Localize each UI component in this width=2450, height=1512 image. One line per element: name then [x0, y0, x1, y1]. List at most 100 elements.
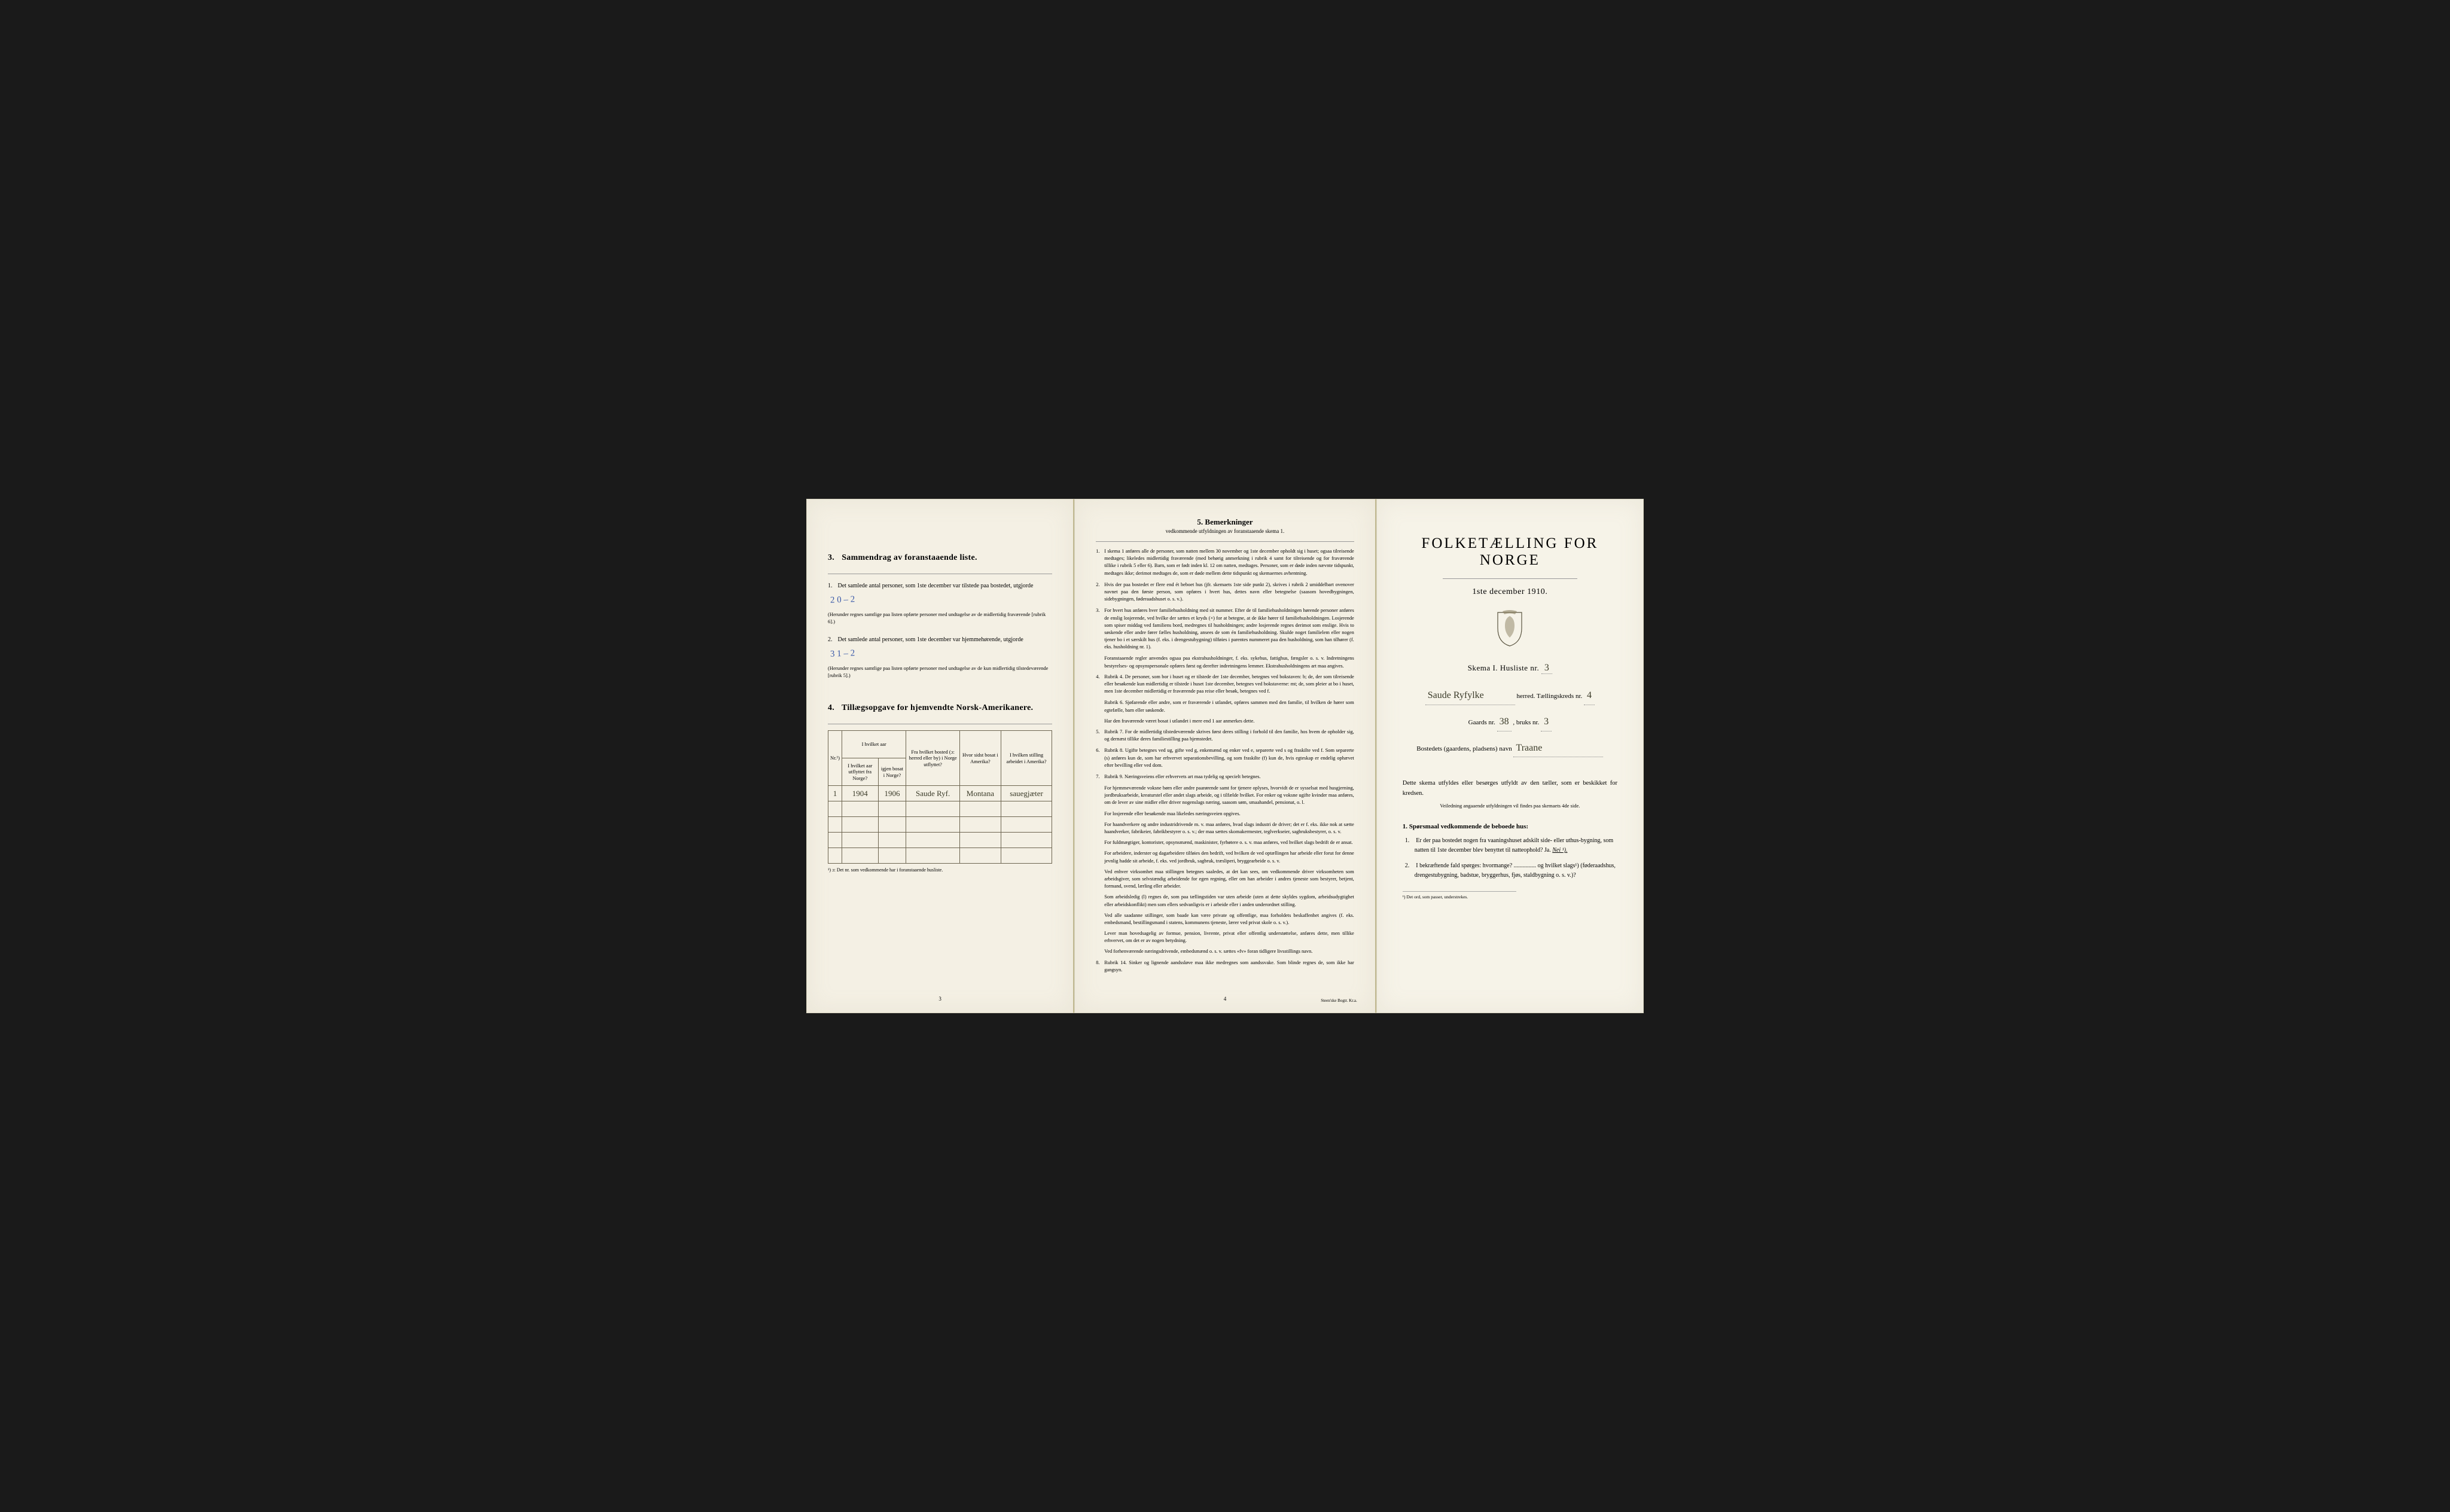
cell-usa: Montana — [959, 786, 1001, 801]
sec3-item2-value: 3 1 – 2 — [830, 645, 855, 663]
rule-7: Rubrik 9. Næringsveiens eller erhvervets… — [1104, 773, 1354, 781]
sec4-heading: 4. Tillægsopgave for hjemvendte Norsk-Am… — [828, 703, 1052, 713]
bruks-label: , bruks nr. — [1513, 719, 1539, 726]
section-4: 4. Tillægsopgave for hjemvendte Norsk-Am… — [828, 703, 1052, 873]
bosted-label: Bostedets (gaardens, pladsens) navn — [1416, 745, 1512, 752]
herred-label: herred. Tællingskreds nr. — [1516, 693, 1582, 700]
sec4-title: Tillægsopgave for hjemvendte Norsk-Ameri… — [842, 703, 1033, 712]
sec3-item1-text: Det samlede antal personer, som 1ste dec… — [838, 583, 1034, 589]
section-3: 3. Sammendrag av foranstaaende liste. 1.… — [828, 553, 1052, 679]
table-row — [828, 833, 1052, 848]
th-job: I hvilken stilling arbeidet i Amerika? — [1001, 731, 1052, 786]
instruction-sub: Veiledning angaaende utfyldningen vil fi… — [1398, 803, 1622, 809]
sec5-number: 5. — [1197, 517, 1203, 526]
right-footnote: ¹) Det ord, som passer, understrekes. — [1403, 891, 1516, 900]
table-row — [828, 848, 1052, 864]
gaards-nr: 38 — [1497, 714, 1512, 731]
rule-2: Hvis der paa bostedet er flere end ét be… — [1104, 581, 1354, 603]
cell-out: 1904 — [842, 786, 879, 801]
th-usa: Hvor sidst bosat i Amerika? — [959, 731, 1001, 786]
sec3-item2-fine: (Herunder regnes samtlige paa listen opf… — [828, 664, 1052, 680]
cell-back: 1906 — [878, 786, 906, 801]
th-out: I hvilket aar utflyttet fra Norge? — [842, 758, 879, 786]
rule-7f: Ved enhver virksomhet maa stillingen bet… — [1104, 868, 1354, 891]
sec5-subtitle: vedkommende utfyldningen av foranstaaend… — [1096, 528, 1354, 534]
bosted-value: Traane — [1513, 740, 1603, 758]
bosted-line: Bostedets (gaardens, pladsens) navn Traa… — [1398, 740, 1622, 758]
kreds-nr: 4 — [1584, 687, 1595, 705]
title-rule — [1443, 578, 1577, 579]
rule-3b: Foranstaaende regler anvendes ogsaa paa … — [1104, 655, 1354, 669]
sec3-number: 3. — [828, 553, 834, 562]
table-row — [828, 801, 1052, 817]
census-date: 1ste december 1910. — [1398, 587, 1622, 597]
sec4-number: 4. — [828, 703, 834, 712]
sec5-rule — [1096, 541, 1354, 542]
gaards-label: Gaards nr. — [1468, 719, 1495, 726]
herred-value: Saude Ryfylke — [1425, 687, 1515, 705]
rule-8: Rubrik 14. Sinker og lignende aandssløve… — [1104, 959, 1354, 974]
sec3-title: Sammendrag av foranstaaende liste. — [842, 553, 977, 562]
rule-7e: For arbeidere, inderster og dagarbeidere… — [1104, 850, 1354, 864]
page-number-mid: 4 — [1224, 996, 1227, 1002]
herred-line: Saude Ryfylke herred. Tællingskreds nr. … — [1398, 687, 1622, 705]
panel-middle: 5. Bemerkninger vedkommende utfyldningen… — [1074, 499, 1376, 1013]
sec5-title: Bemerkninger — [1205, 517, 1253, 526]
rule-7d: For fuldmægtiger, kontorister, opsynsmæn… — [1104, 839, 1354, 846]
census-document: 3. Sammendrag av foranstaaende liste. 1.… — [806, 499, 1644, 1013]
cell-from: Saude Ryf. — [906, 786, 959, 801]
th-year-group: I hvilket aar — [842, 731, 906, 758]
rule-7i: Lever man hovedsagelig av formue, pensio… — [1104, 930, 1354, 944]
instruction-text: Dette skema utfyldes eller besørges utfy… — [1403, 779, 1617, 799]
sec3-heading: 3. Sammendrag av foranstaaende liste. — [828, 553, 1052, 563]
th-nr: Nr.¹) — [828, 731, 842, 786]
rule-3: For hvert hus anføres hver familiehushol… — [1104, 607, 1354, 651]
rule-6: Rubrik 8. Ugifte betegnes ved ug, gifte … — [1104, 747, 1354, 769]
q1-nei: Nei ¹). — [1552, 847, 1567, 853]
rule-5: Rubrik 7. For de midlertidig tilstedevær… — [1104, 728, 1354, 743]
sec3-item2-text: Det samlede antal personer, som 1ste dec… — [838, 636, 1023, 643]
gaards-line: Gaards nr. 38 , bruks nr. 3 — [1398, 714, 1622, 731]
rule-7j: Ved forhenværende næringsdrivende, embed… — [1104, 948, 1354, 955]
table-row: 1 1904 1906 Saude Ryf. Montana sauegjæte… — [828, 786, 1052, 801]
rule-1: I skema 1 anføres alle de personer, som … — [1104, 548, 1354, 577]
question-2: 2. I bekræftende fald spørges: hvormange… — [1415, 861, 1617, 880]
sec3-item1-num: 1. — [828, 580, 836, 592]
sec3-item2: 2. Det samlede antal personer, som 1ste … — [828, 634, 1052, 679]
title-block: FOLKETÆLLING FOR NORGE 1ste december 191… — [1398, 535, 1622, 757]
questions-heading: 1. Spørsmaal vedkommende de beboede hus: — [1403, 823, 1617, 830]
bruks-nr: 3 — [1541, 714, 1552, 731]
emigrant-table: Nr.¹) I hvilket aar Fra hvilket bosted (… — [828, 730, 1052, 864]
question-1: 1. Er der paa bostedet nogen fra vaaning… — [1415, 836, 1617, 855]
sec4-footnote: ¹) ɔ: Det nr. som vedkommende har i fora… — [828, 867, 1052, 873]
rule-4: Rubrik 4. De personer, som bor i huset o… — [1104, 673, 1354, 696]
th-back: igjen bosat i Norge? — [878, 758, 906, 786]
table-row — [828, 817, 1052, 833]
skema-label: Skema I. Husliste nr. — [1468, 663, 1540, 672]
cell-nr: 1 — [828, 786, 842, 801]
sec3-item2-num: 2. — [828, 634, 836, 645]
skema-line: Skema I. Husliste nr. 3 — [1398, 663, 1622, 674]
rule-7g: Som arbeidsledig (l) regnes de, som paa … — [1104, 894, 1354, 908]
rule-7h: Ved alle saadanne stillinger, som baade … — [1104, 912, 1354, 926]
main-title: FOLKETÆLLING FOR NORGE — [1398, 535, 1622, 569]
rule-4b: Rubrik 6. Sjøfarende eller andre, som er… — [1104, 699, 1354, 714]
th-from: Fra hvilket bosted (ɔ: herred eller by) … — [906, 731, 959, 786]
rule-4c: Har den fraværende været bosat i utlande… — [1104, 718, 1354, 725]
rules-list: 1.I skema 1 anføres alle de personer, so… — [1096, 548, 1354, 974]
rule-7b: For losjerende eller besøkende maa likel… — [1104, 810, 1354, 818]
panel-left: 3. Sammendrag av foranstaaende liste. 1.… — [806, 499, 1074, 1013]
rule-7c: For haandverkere og andre industridriven… — [1104, 821, 1354, 836]
sec3-item1-fine: (Herunder regnes samtlige paa listen opf… — [828, 611, 1052, 626]
coat-of-arms-icon — [1494, 610, 1525, 647]
panel-right: FOLKETÆLLING FOR NORGE 1ste december 191… — [1376, 499, 1644, 1013]
rule-7a: For hjemmeværende voksne børn eller andr… — [1104, 785, 1354, 807]
printer-credit: Steen'ske Bogtr. Kr.a. — [1321, 998, 1357, 1003]
q2-text: I bekræftende fald spørges: hvormange? .… — [1415, 862, 1616, 879]
sec3-item1: 1. Det samlede antal personer, som 1ste … — [828, 580, 1052, 626]
q1-text: Er der paa bostedet nogen fra vaaningshu… — [1415, 837, 1613, 853]
sec3-item1-value: 2 0 – 2 — [830, 591, 855, 609]
husliste-nr: 3 — [1541, 663, 1552, 674]
cell-job: sauegjæter — [1001, 786, 1052, 801]
sec5-heading: 5. Bemerkninger — [1096, 517, 1354, 527]
